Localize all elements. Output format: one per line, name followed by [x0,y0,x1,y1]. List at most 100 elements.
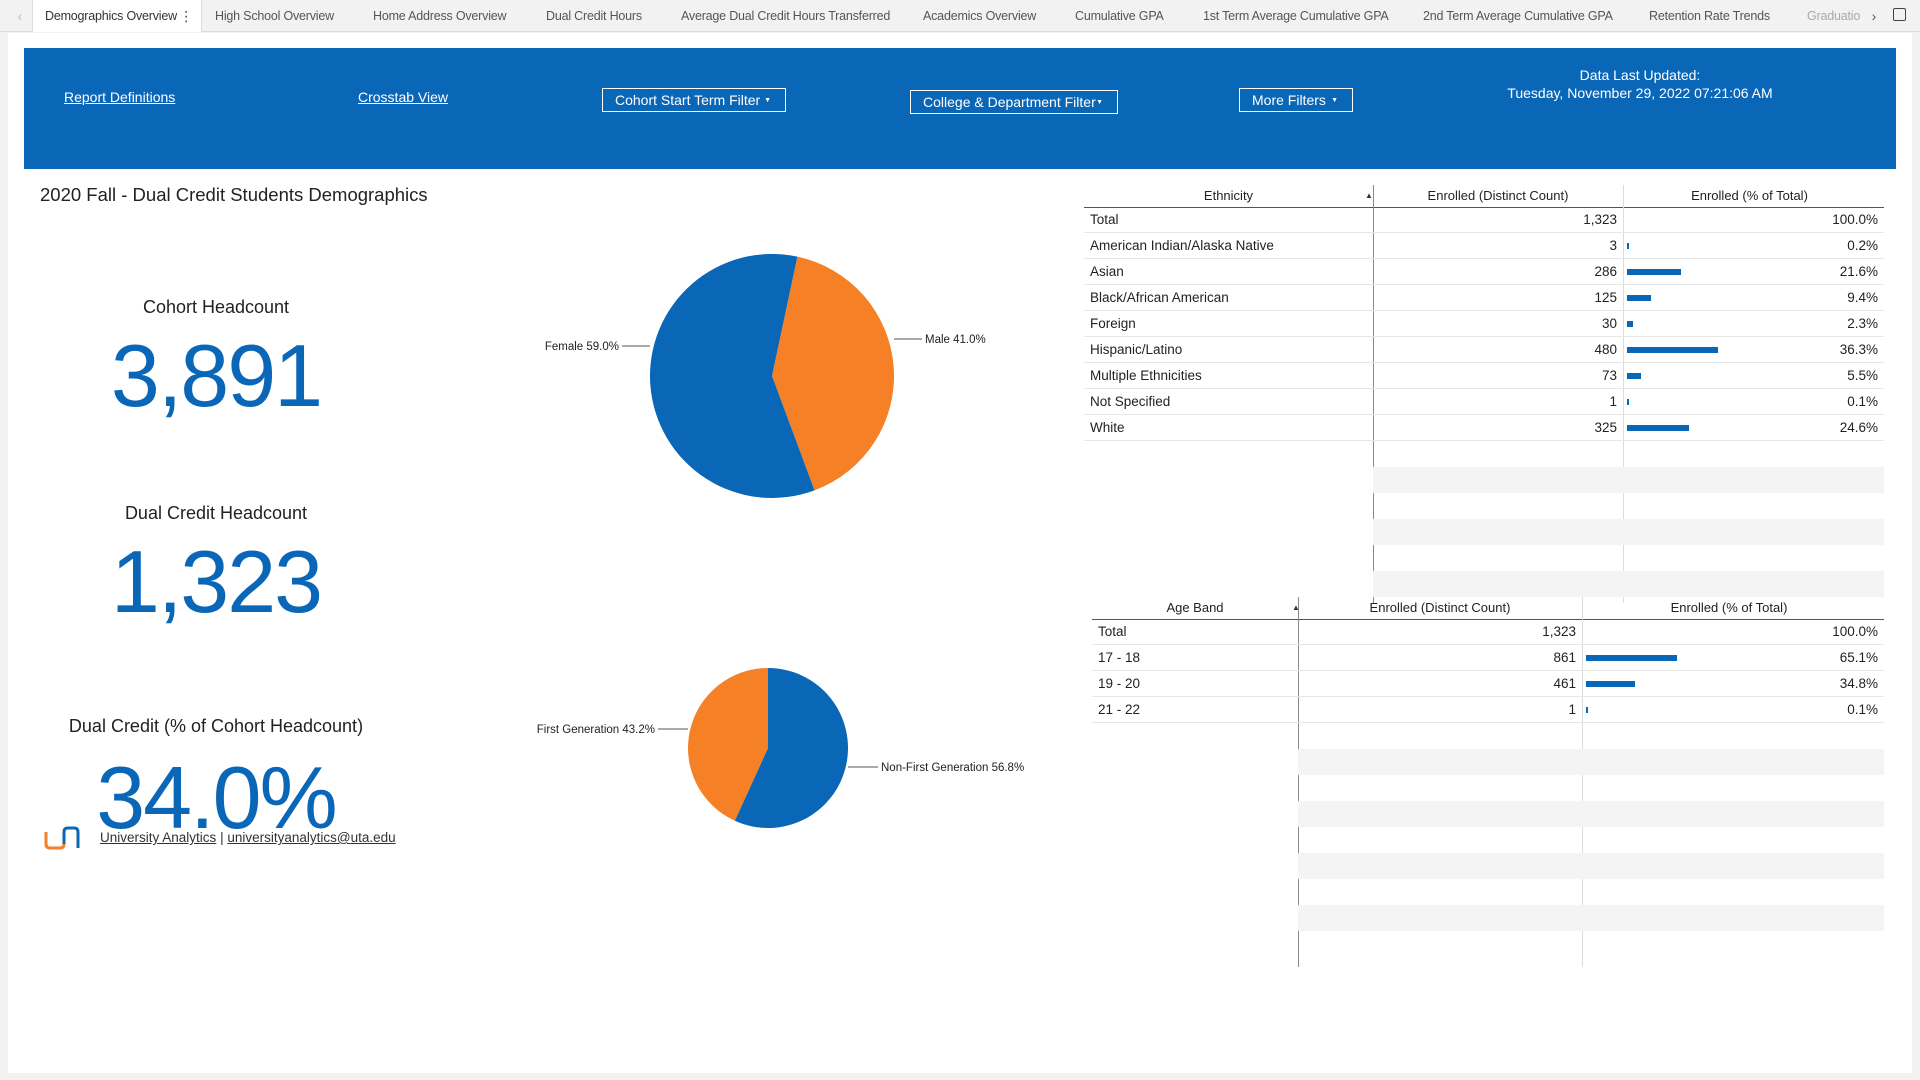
pie-label-first-generation: First Generation 43.2% [537,724,655,736]
table-row[interactable]: Total 1,323 100.0% [1084,207,1884,233]
row-label: Asian [1090,264,1124,279]
tab-home-address-overview[interactable]: Home Address Overview [373,9,507,23]
enrolled-count: 1,323 [1542,624,1576,639]
enrolled-count: 286 [1594,264,1617,279]
column-header-percent[interactable]: Enrolled (% of Total) [1691,188,1808,203]
ethnicity-table: Ethnicity ▲ Enrolled (Distinct Count) En… [1084,185,1884,603]
table-row[interactable]: Hispanic/Latino 480 36.3% [1084,337,1884,363]
tab-2nd-term-gpa[interactable]: 2nd Term Average Cumulative GPA [1423,9,1613,23]
pie-label-non-first-generation: Non-First Generation 56.8% [881,762,1024,774]
enrolled-percent: 0.1% [1847,394,1878,409]
pie-slice-male[interactable] [772,256,894,491]
updated-label: Data Last Updated: [1579,67,1701,83]
table-row[interactable]: 17 - 18 861 65.1% [1092,645,1884,671]
crosstab-view-link[interactable]: Crosstab View [358,89,449,105]
column-divider [1298,597,1299,967]
sort-ascending-icon[interactable]: ▲ [1292,603,1300,612]
percent-bar [1627,425,1689,431]
tab-strip: ‹ Demographics Overview ⋮ High School Ov… [0,0,1920,32]
column-header-age-band[interactable]: Age Band [1166,600,1224,615]
table-row[interactable]: Multiple Ethnicities 73 5.5% [1084,363,1884,389]
filter-label: College & Department Filter [923,94,1096,110]
tab-academics-overview[interactable]: Academics Overview [923,9,1037,23]
percent-bar [1627,243,1629,249]
kpi-value-dual-credit-headcount: 1,323 [110,532,323,631]
enrolled-count: 30 [1601,316,1617,331]
tab-scroll-right-icon[interactable]: › [1871,8,1877,24]
footer-separator: | [220,830,224,845]
tab-scroll-left-icon[interactable]: ‹ [17,8,23,24]
empty-row [1373,519,1884,545]
kpi-label-cohort-headcount: Cohort Headcount [142,297,290,317]
pie-slice-non-first-generation[interactable] [734,668,848,828]
kpi-label-dual-credit-headcount: Dual Credit Headcount [124,503,308,523]
column-header-percent[interactable]: Enrolled (% of Total) [1670,600,1788,615]
report-title: 2020 Fall - Dual Credit Students Demogra… [40,184,428,205]
report-definitions-link[interactable]: Report Definitions [64,89,176,105]
table-row[interactable]: White 325 24.6% [1084,415,1884,441]
enrolled-percent: 0.2% [1847,238,1878,253]
enrolled-percent: 2.3% [1847,316,1878,331]
enrolled-count: 125 [1594,290,1617,305]
enrolled-count: 73 [1601,368,1617,383]
row-label: Total [1098,624,1127,639]
tab-cumulative-gpa[interactable]: Cumulative GPA [1075,9,1164,23]
column-header-ethnicity[interactable]: Ethnicity [1203,188,1254,203]
enrolled-count: 1 [1568,702,1576,717]
enrolled-count: 861 [1553,650,1576,665]
kpi-label-dual-credit-percent: Dual Credit (% of Cohort Headcount) [68,716,364,736]
tab-menu-icon[interactable]: ⋮ [179,8,193,24]
pie-slice-female[interactable] [649,254,815,498]
tab-average-dual-credit-hours[interactable]: Average Dual Credit Hours Transferred [681,9,891,23]
enrolled-percent: 21.6% [1839,264,1878,279]
row-label: American Indian/Alaska Native [1090,238,1274,253]
row-label: Hispanic/Latino [1090,342,1183,357]
row-label: Foreign [1090,316,1136,331]
table-row[interactable]: American Indian/Alaska Native 3 0.2% [1084,233,1884,259]
tab-graduation[interactable]: Graduatio [1807,9,1861,23]
enrolled-percent: 0.1% [1847,702,1878,717]
more-filters-button[interactable]: More Filters ▼ [1239,88,1353,112]
row-label: 21 - 22 [1098,702,1141,717]
enrolled-percent: 34.8% [1839,676,1878,691]
college-department-filter-button[interactable]: College & Department Filter ▼ [910,90,1118,114]
column-header-count[interactable]: Enrolled (Distinct Count) [1369,600,1511,615]
table-row[interactable]: Foreign 30 2.3% [1084,311,1884,337]
enrolled-count: 461 [1553,676,1576,691]
column-divider [1582,597,1583,967]
empty-row [1298,749,1884,775]
percent-bar [1627,373,1641,379]
restore-window-icon[interactable] [1893,8,1906,21]
age-band-table: Age Band ▲ Enrolled (Distinct Count) Enr… [1092,597,1884,967]
enrolled-count: 1,323 [1583,212,1617,227]
empty-row [1373,571,1884,597]
sort-ascending-icon[interactable]: ▲ [1365,191,1373,200]
university-analytics-link[interactable]: University Analytics [100,830,217,845]
empty-row [1298,905,1884,931]
table-row[interactable]: Black/African American 125 9.4% [1084,285,1884,311]
table-row[interactable]: Not Specified 1 0.1% [1084,389,1884,415]
table-row[interactable]: 19 - 20 461 34.8% [1092,671,1884,697]
column-header-count[interactable]: Enrolled (Distinct Count) [1427,188,1569,203]
chevron-down-icon: ▼ [1096,99,1103,106]
kpi-value-cohort-headcount: 3,891 [110,326,323,425]
updated-value: Tuesday, November 29, 2022 07:21:06 AM [1507,85,1773,101]
filter-label: More Filters [1252,92,1326,108]
tab-high-school-overview[interactable]: High School Overview [215,9,334,23]
tab-dual-credit-hours[interactable]: Dual Credit Hours [546,9,642,23]
pie-slice-first-generation[interactable] [688,668,768,821]
table-row[interactable]: Total 1,323 100.0% [1092,619,1884,645]
row-label: 19 - 20 [1098,676,1141,691]
email-link[interactable]: universityanalytics@uta.edu [227,830,396,845]
table-row[interactable]: Asian 286 21.6% [1084,259,1884,285]
enrolled-count: 1 [1609,394,1617,409]
table-row[interactable]: 21 - 22 1 0.1% [1092,697,1884,723]
pie-label-female: Female 59.0% [545,341,619,353]
tab-demographics-overview[interactable]: Demographics Overview ⋮ [32,0,202,32]
percent-bar [1627,347,1718,353]
cohort-start-term-filter-button[interactable]: Cohort Start Term Filter ▼ [602,88,786,112]
tab-retention-rate-trends[interactable]: Retention Rate Trends [1649,9,1770,23]
tab-1st-term-gpa[interactable]: 1st Term Average Cumulative GPA [1203,9,1389,23]
dashboard-canvas: Report Definitions Crosstab View Cohort … [8,33,1912,1073]
header-divider [1092,619,1884,620]
